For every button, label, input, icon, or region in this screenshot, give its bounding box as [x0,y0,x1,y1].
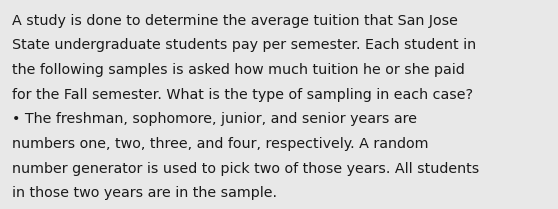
Text: in those two years are in the sample.: in those two years are in the sample. [12,186,277,200]
Text: State undergraduate students pay per semester. Each student in: State undergraduate students pay per sem… [12,38,477,52]
Text: the following samples is asked how much tuition he or she paid: the following samples is asked how much … [12,63,465,77]
Text: numbers one, two, three, and four, respectively. A random: numbers one, two, three, and four, respe… [12,137,429,151]
Text: number generator is used to pick two of those years. All students: number generator is used to pick two of … [12,162,479,176]
Text: for the Fall semester. What is the type of sampling in each case?: for the Fall semester. What is the type … [12,88,473,102]
Text: • The freshman, sophomore, junior, and senior years are: • The freshman, sophomore, junior, and s… [12,112,417,126]
Text: A study is done to determine the average tuition that San Jose: A study is done to determine the average… [12,14,458,28]
